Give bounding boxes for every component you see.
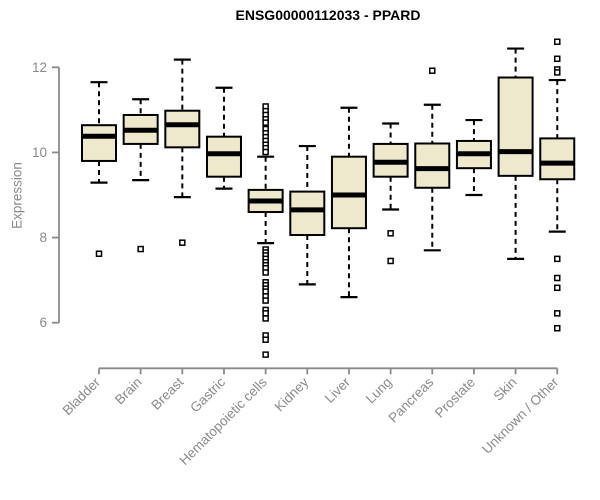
outlier-point — [554, 324, 561, 332]
iqr-box — [289, 190, 326, 237]
outlier-point — [262, 336, 269, 343]
iqr-box — [81, 124, 117, 162]
x-tick-label: Liver — [322, 374, 354, 406]
chart-title: ENSG00000112033 - PPARD — [235, 7, 421, 23]
x-tick-label: Pancreas — [385, 374, 436, 425]
x-tick-label: Skin — [491, 375, 520, 404]
iqr-box — [497, 76, 534, 177]
y-tick-label: 8 — [39, 230, 47, 245]
outlier-point — [554, 38, 561, 46]
outlier-point — [262, 310, 269, 317]
outlier-point — [554, 310, 561, 317]
x-tick-label: Kidney — [272, 374, 312, 414]
x-tick-label: Breast — [148, 374, 186, 412]
iqr-box — [164, 109, 201, 149]
outlier-point — [262, 315, 269, 322]
x-tick-label: Lung — [363, 375, 395, 407]
outlier-point — [179, 239, 186, 246]
y-tick-label: 12 — [32, 60, 47, 75]
y-tick-label: 10 — [32, 145, 47, 160]
outlier-point — [262, 119, 269, 126]
outlier-point — [262, 269, 269, 276]
outlier-point — [554, 69, 561, 76]
iqr-box — [414, 142, 451, 189]
iqr-box — [330, 155, 367, 230]
outlier-point — [554, 274, 561, 282]
x-tick-label: Unknown / Other — [479, 374, 562, 457]
x-tick-label: Bladder — [60, 374, 104, 418]
x-tick-label: Brain — [112, 375, 145, 408]
outlier-point — [95, 250, 103, 257]
outlier-point — [387, 230, 394, 237]
y-tick-label: 6 — [39, 315, 47, 330]
outlier-point — [262, 351, 269, 358]
iqr-box — [205, 135, 242, 178]
iqr-box — [539, 137, 576, 181]
outlier-point — [554, 284, 561, 292]
outlier-point — [429, 67, 436, 74]
outlier-point — [262, 297, 269, 304]
outlier-point — [137, 245, 144, 253]
x-tick-label: Gastric — [187, 374, 228, 415]
outlier-point — [554, 55, 561, 63]
x-tick-label: Prostate — [432, 375, 478, 421]
outlier-point — [262, 148, 269, 156]
outlier-point — [554, 255, 561, 263]
outlier-point — [387, 257, 394, 265]
